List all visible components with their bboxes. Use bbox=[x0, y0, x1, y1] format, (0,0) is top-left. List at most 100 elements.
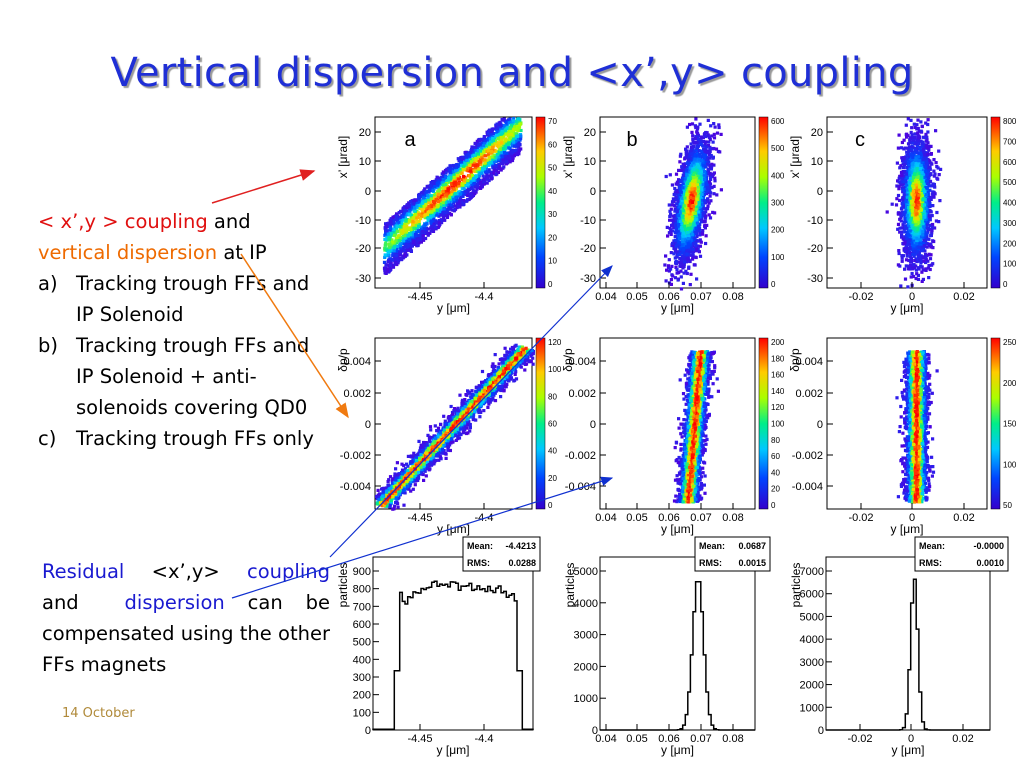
density-cell bbox=[925, 153, 929, 157]
density-cell bbox=[691, 180, 695, 184]
density-cell bbox=[923, 229, 927, 233]
density-cell bbox=[420, 231, 424, 235]
density-cell bbox=[682, 194, 686, 198]
density-cell bbox=[458, 204, 462, 208]
density-cell bbox=[519, 134, 523, 138]
density-cell bbox=[437, 224, 441, 228]
density-cell bbox=[415, 202, 419, 206]
density-cell bbox=[458, 175, 462, 180]
density-cell bbox=[477, 142, 482, 147]
density-cell bbox=[688, 186, 692, 190]
density-cell bbox=[697, 226, 701, 230]
density-cell bbox=[701, 177, 705, 181]
density-cell bbox=[389, 241, 393, 245]
density-cell bbox=[423, 206, 428, 210]
density-cell bbox=[692, 141, 696, 145]
density-cell bbox=[492, 160, 496, 164]
density-cell bbox=[491, 137, 495, 141]
density-cell bbox=[903, 196, 907, 200]
density-cell bbox=[695, 229, 699, 233]
density-cell bbox=[687, 252, 691, 256]
density-cell bbox=[698, 175, 702, 180]
density-cell bbox=[677, 192, 681, 196]
density-cell bbox=[689, 238, 693, 242]
density-cell bbox=[487, 134, 491, 139]
density-cell bbox=[685, 187, 689, 191]
density-cell bbox=[483, 181, 487, 185]
density-cell bbox=[689, 189, 693, 193]
density-cell bbox=[920, 217, 924, 221]
density-cell bbox=[439, 198, 443, 202]
density-cell bbox=[433, 225, 437, 229]
density-cell bbox=[696, 185, 700, 189]
density-cell bbox=[698, 187, 702, 192]
density-cell bbox=[480, 167, 484, 171]
density-cell bbox=[422, 204, 426, 208]
density-cell bbox=[444, 213, 448, 217]
density-cell bbox=[914, 158, 918, 162]
density-cell bbox=[466, 190, 470, 194]
density-cell bbox=[442, 207, 446, 211]
density-cell bbox=[494, 164, 498, 168]
density-cell bbox=[487, 130, 491, 134]
density-cell bbox=[689, 146, 694, 150]
density-cell bbox=[468, 163, 472, 167]
density-cell bbox=[686, 159, 690, 163]
density-cell bbox=[485, 158, 489, 162]
density-cell bbox=[927, 165, 931, 169]
density-cell bbox=[403, 222, 407, 226]
density-cell bbox=[678, 221, 682, 225]
density-cell bbox=[390, 238, 394, 242]
density-cell bbox=[694, 167, 698, 171]
density-cell bbox=[700, 215, 704, 219]
density-cell bbox=[714, 147, 719, 151]
density-cell bbox=[920, 208, 924, 212]
density-cell bbox=[684, 194, 688, 198]
density-cell bbox=[430, 204, 434, 209]
density-cell bbox=[677, 196, 681, 200]
density-cell bbox=[422, 224, 426, 228]
density-cell bbox=[460, 163, 464, 168]
density-cell bbox=[692, 176, 696, 180]
density-cell bbox=[682, 187, 686, 192]
density-cell bbox=[708, 164, 712, 168]
density-cell bbox=[395, 213, 399, 217]
density-cell bbox=[464, 158, 468, 162]
density-cell bbox=[463, 167, 467, 171]
density-cell bbox=[913, 197, 918, 201]
density-cell bbox=[405, 239, 409, 243]
density-cell bbox=[500, 129, 504, 134]
density-cell bbox=[680, 206, 684, 210]
density-cell bbox=[688, 240, 692, 244]
density-cell bbox=[915, 206, 919, 210]
density-cell bbox=[439, 205, 443, 209]
density-cell bbox=[430, 204, 434, 209]
density-cell bbox=[500, 132, 504, 136]
density-cell bbox=[410, 244, 414, 248]
density-cell bbox=[679, 264, 683, 268]
density-cell bbox=[447, 200, 451, 204]
density-cell bbox=[423, 216, 427, 220]
density-cell bbox=[434, 186, 438, 190]
density-cell bbox=[922, 180, 927, 184]
density-cell bbox=[701, 151, 705, 155]
density-cell bbox=[912, 166, 916, 170]
density-cell bbox=[701, 162, 706, 166]
density-cell bbox=[507, 128, 512, 132]
density-cell bbox=[401, 235, 405, 239]
density-cell bbox=[683, 249, 687, 253]
density-cell bbox=[692, 199, 696, 203]
density-cell bbox=[384, 268, 389, 272]
density-cell bbox=[495, 153, 499, 157]
density-cell bbox=[517, 120, 522, 124]
density-cell bbox=[399, 225, 403, 229]
density-cell bbox=[707, 189, 711, 193]
density-cell bbox=[477, 178, 481, 182]
density-cell bbox=[394, 227, 399, 231]
density-cell bbox=[417, 224, 421, 228]
density-cell bbox=[924, 190, 928, 194]
density-cell bbox=[699, 240, 703, 244]
density-cell bbox=[705, 150, 709, 154]
density-cell bbox=[689, 216, 693, 220]
density-cell bbox=[701, 136, 705, 140]
